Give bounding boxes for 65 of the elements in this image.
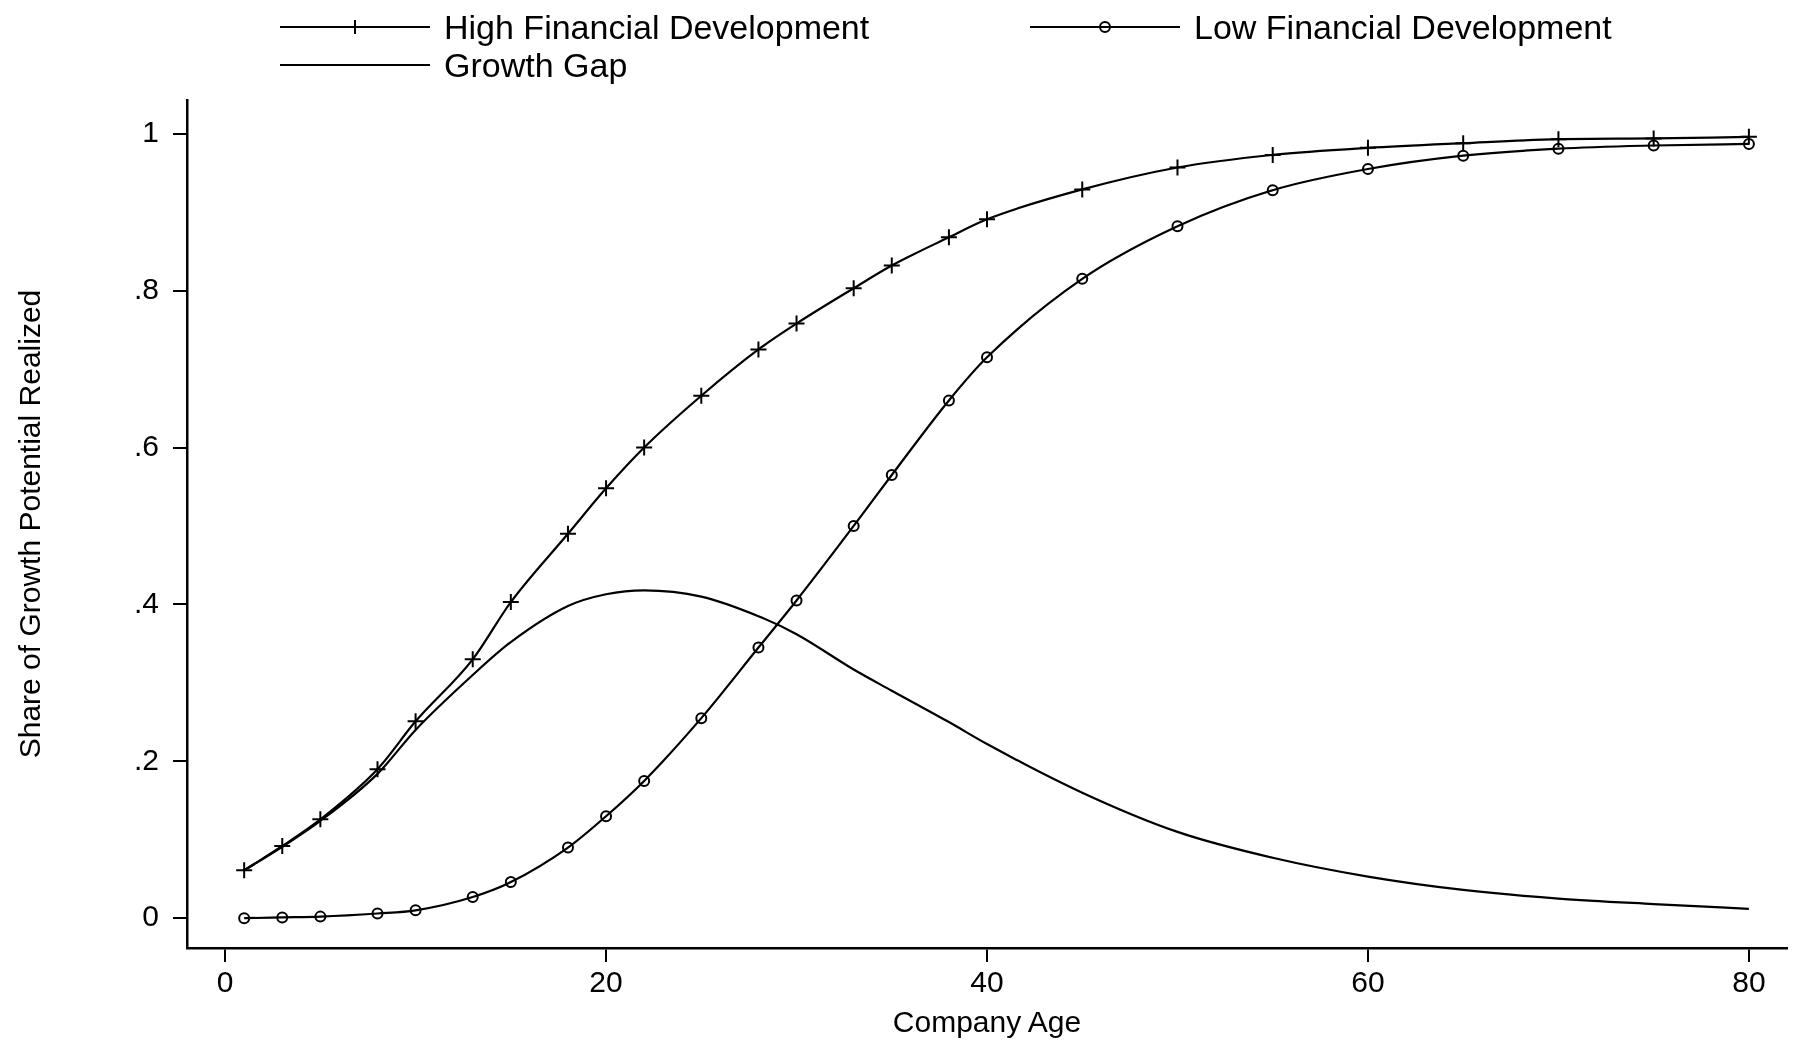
y-tick-label: 1 xyxy=(142,115,160,148)
point xyxy=(311,810,330,829)
point xyxy=(939,228,958,247)
point xyxy=(752,641,765,654)
point xyxy=(885,468,898,481)
x-axis-title: Company Age xyxy=(892,1005,1082,1039)
point xyxy=(597,479,616,498)
point xyxy=(1171,220,1184,233)
point xyxy=(1266,184,1279,197)
y-tick-label: .8 xyxy=(133,271,160,305)
point xyxy=(635,438,654,457)
point xyxy=(501,593,520,612)
point xyxy=(558,524,577,543)
y-tick-label: .2 xyxy=(133,742,160,776)
point xyxy=(978,210,997,229)
legend-label: High Financial Development xyxy=(444,7,870,47)
point xyxy=(235,861,254,880)
point xyxy=(1647,139,1660,152)
point xyxy=(1168,158,1187,177)
point xyxy=(1076,272,1089,285)
point xyxy=(273,837,292,856)
point xyxy=(1073,180,1092,199)
point xyxy=(844,279,863,298)
x-tick-label: 40 xyxy=(970,965,1004,999)
point xyxy=(692,386,711,405)
x-tick-label: 20 xyxy=(589,965,623,999)
point xyxy=(1742,137,1755,150)
point xyxy=(409,904,422,917)
point xyxy=(1454,134,1473,153)
point xyxy=(238,912,251,925)
point xyxy=(847,519,860,532)
point xyxy=(371,907,384,920)
point xyxy=(638,774,651,787)
point xyxy=(1644,129,1663,148)
point xyxy=(1549,130,1568,149)
legend-label: Growth Gap xyxy=(444,45,628,85)
point xyxy=(942,394,955,407)
point xyxy=(314,910,327,923)
point xyxy=(406,712,425,731)
point xyxy=(981,351,994,364)
y-tick-label: .4 xyxy=(133,585,160,619)
point xyxy=(1358,138,1377,157)
legend-label: Low Financial Development xyxy=(1194,7,1612,47)
point xyxy=(695,712,708,725)
point xyxy=(1552,142,1565,155)
point xyxy=(1361,163,1374,176)
point xyxy=(504,876,517,889)
point xyxy=(463,650,482,669)
point xyxy=(1263,145,1282,164)
point xyxy=(749,340,768,359)
point xyxy=(787,314,806,333)
point xyxy=(600,810,613,823)
point xyxy=(276,911,289,924)
point xyxy=(561,841,574,854)
point xyxy=(466,891,479,904)
point xyxy=(1457,149,1470,162)
x-tick-label: 60 xyxy=(1351,965,1385,999)
x-tick-label: 80 xyxy=(1732,965,1766,999)
y-tick-label: .6 xyxy=(133,428,160,462)
x-tick-label: 0 xyxy=(216,965,234,999)
y-tick-label: 0 xyxy=(142,899,160,933)
y-axis-title: Share of Growth Potential Realized xyxy=(13,289,47,759)
point xyxy=(882,256,901,275)
point xyxy=(790,594,803,607)
point xyxy=(368,760,387,779)
